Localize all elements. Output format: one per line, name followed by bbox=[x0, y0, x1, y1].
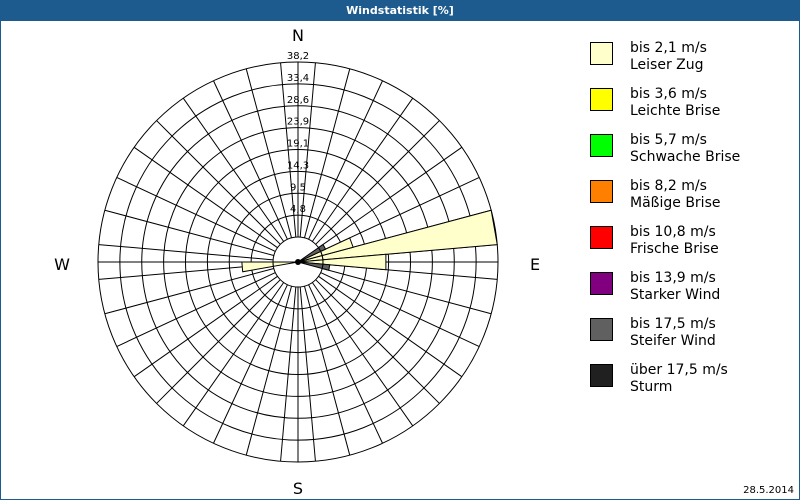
legend-label: bis 3,6 m/s Leichte Brise bbox=[630, 86, 720, 120]
legend-text: bis 10,8 m/s bbox=[630, 224, 716, 240]
legend-swatch bbox=[590, 88, 613, 111]
legend-label: bis 2,1 m/s Leiser Zug bbox=[630, 40, 707, 74]
chart-title: Windstatistik [%] bbox=[1, 1, 799, 21]
legend-text: Leichte Brise bbox=[630, 103, 721, 119]
legend-text: über 17,5 m/s bbox=[630, 362, 728, 378]
legend-text: Leiser Zug bbox=[630, 57, 704, 73]
direction-label: S bbox=[293, 479, 303, 498]
legend-text: Schwache Brise bbox=[630, 149, 741, 165]
legend-text: bis 3,6 m/s bbox=[630, 86, 707, 102]
ring-label: 38,2 bbox=[287, 51, 309, 62]
ring bbox=[97, 61, 499, 463]
legend-text: bis 13,9 m/s bbox=[630, 270, 716, 286]
ring-label: 33,4 bbox=[287, 73, 309, 84]
date-label: 28.5.2014 bbox=[743, 485, 794, 496]
ring-label: 4,8 bbox=[290, 204, 306, 215]
direction-label: E bbox=[530, 255, 540, 274]
ring bbox=[206, 170, 390, 354]
legend-text: Sturm bbox=[630, 379, 673, 395]
ring bbox=[141, 105, 455, 419]
wind-bar-inner bbox=[297, 246, 322, 263]
legend-swatch bbox=[590, 272, 613, 295]
center-dot bbox=[295, 259, 301, 265]
legend-text: Frische Brise bbox=[630, 241, 719, 257]
direction-label: N bbox=[292, 26, 304, 45]
ring-label: 23,9 bbox=[287, 117, 309, 128]
legend-text: bis 2,1 m/s bbox=[630, 40, 707, 56]
ring bbox=[185, 149, 411, 375]
legend-swatch bbox=[590, 134, 613, 157]
direction-label: W bbox=[54, 255, 70, 274]
ring-label: 9,5 bbox=[290, 182, 306, 193]
wind-bar-inner bbox=[297, 261, 324, 270]
wind-bar bbox=[297, 253, 387, 271]
legend-text: bis 8,2 m/s bbox=[630, 178, 707, 194]
ring bbox=[119, 83, 477, 441]
legend-text: Steifer Wind bbox=[630, 333, 716, 349]
legend-label: bis 17,5 m/s Steifer Wind bbox=[630, 316, 716, 350]
legend-text: Mäßige Brise bbox=[630, 195, 721, 211]
legend-label: bis 5,7 m/s Schwache Brise bbox=[630, 132, 740, 166]
legend-swatch bbox=[590, 180, 613, 203]
legend-text: bis 17,5 m/s bbox=[630, 316, 716, 332]
legend-label: bis 8,2 m/s Mäßige Brise bbox=[630, 178, 720, 212]
ring-label: 19,1 bbox=[287, 139, 309, 150]
legend-swatch bbox=[590, 42, 613, 65]
legend-swatch bbox=[590, 226, 613, 249]
ring bbox=[163, 127, 433, 397]
legend-text: Starker Wind bbox=[630, 287, 721, 303]
legend-label: bis 13,9 m/s Starker Wind bbox=[630, 270, 720, 304]
ring-label: 28,6 bbox=[287, 95, 309, 106]
wind-bar-inner bbox=[272, 261, 299, 267]
legend-swatch bbox=[590, 318, 613, 341]
legend-text: bis 5,7 m/s bbox=[630, 132, 707, 148]
legend-label: über 17,5 m/s Sturm bbox=[630, 362, 728, 396]
legend-swatch bbox=[590, 364, 613, 387]
ring-label: 14,3 bbox=[287, 160, 309, 171]
legend-label: bis 10,8 m/s Frische Brise bbox=[630, 224, 719, 258]
